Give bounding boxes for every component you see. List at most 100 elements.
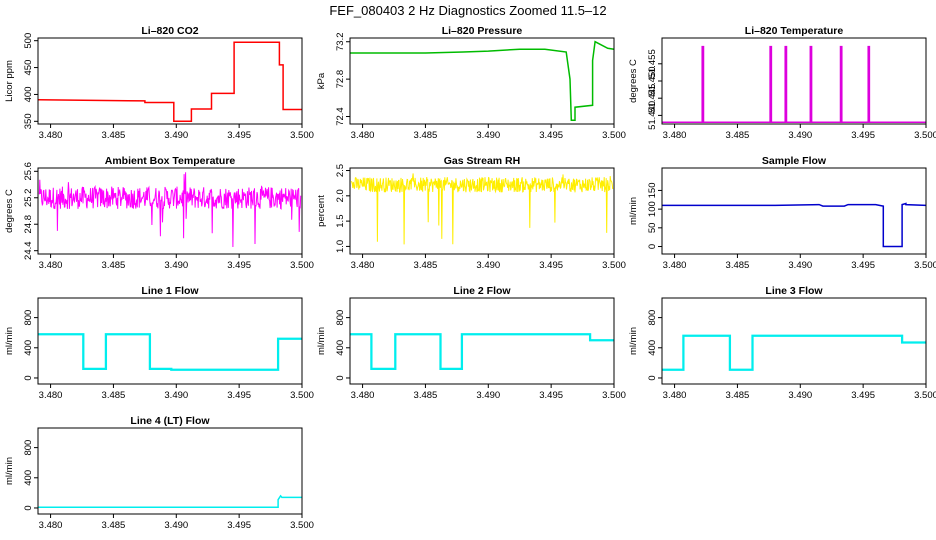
series-group [350, 333, 614, 371]
series-group [662, 334, 926, 371]
y-tick-label: 400 [647, 340, 658, 356]
y-tick-label: 50 [647, 223, 658, 234]
chart-li820-pressure: Li–820 Pressure 3.480 3.485 3.490 3.495 3.500… [316, 25, 626, 141]
x-tick-label: 3.490 [788, 130, 812, 141]
y-tick-label: 1.5 [335, 215, 346, 228]
x-tick-label: 3.480 [351, 390, 375, 401]
x-tick-label: 3.485 [102, 520, 126, 531]
x-tick-label: 3.480 [39, 520, 63, 531]
panel-title: Line 2 Flow [453, 285, 511, 297]
y-tick-label: 51.440 [647, 101, 658, 130]
x-tick-label: 3.495 [539, 260, 563, 271]
x-tick-label: 3.490 [164, 260, 188, 271]
panel-title: Li–820 CO2 [141, 25, 198, 37]
x-tick-label: 3.490 [476, 390, 500, 401]
x-tick-label: 3.500 [290, 390, 314, 401]
x-tick-label: 3.500 [914, 130, 936, 141]
series-group [38, 494, 302, 508]
x-tick-label: 3.495 [539, 390, 563, 401]
plot-frame [661, 297, 927, 385]
y-tick-label: 51.455 [647, 49, 658, 78]
series-line [662, 45, 926, 124]
x-tick-label: 3.500 [290, 260, 314, 271]
x-tick-label: 3.480 [663, 260, 687, 271]
chart-li820-temperature: Li–820 Temperature 3.480 3.485 3.490 3.495 3.… [628, 25, 936, 141]
y-tick-label: 73.2 [335, 32, 346, 51]
x-tick-label: 3.480 [351, 130, 375, 141]
x-tick-label: 3.500 [290, 520, 314, 531]
chart-line-3-flow: Line 3 Flow 3.480 3.485 3.490 3.495 3.500 0 400… [628, 285, 936, 401]
y-tick-label: 500 [23, 33, 34, 49]
x-tick-label: 3.480 [39, 130, 63, 141]
y-axis-label: ml/min [4, 327, 15, 355]
x-tick-label: 3.480 [663, 130, 687, 141]
y-axis-label: degrees C [628, 59, 639, 103]
plot-frame [349, 297, 615, 385]
x-tick-label: 3.500 [914, 260, 936, 271]
chart-line-2-flow: Line 2 Flow 3.480 3.485 3.490 3.495 3.500 0 400… [316, 285, 626, 401]
chart-line-1-flow: Line 1 Flow 3.480 3.485 3.490 3.495 3.500 0 400… [4, 285, 314, 401]
plot-frame [37, 427, 303, 515]
y-tick-label: 150 [647, 183, 658, 199]
panel-title: Line 4 (LT) Flow [130, 415, 210, 427]
x-tick-label: 3.495 [227, 390, 251, 401]
x-tick-label: 3.495 [227, 260, 251, 271]
x-tick-label: 3.500 [290, 130, 314, 141]
y-axis-label: degrees C [4, 189, 15, 233]
chart-li820-co2: Li–820 CO2 3.480 3.485 3.490 3.495 3.500 350 40… [4, 25, 314, 141]
y-axis-label: ml/min [628, 197, 639, 225]
series-line [38, 333, 302, 371]
series-group [662, 202, 927, 248]
y-tick-label: 450 [23, 60, 34, 76]
x-tick-label: 3.485 [726, 390, 750, 401]
x-tick-label: 3.490 [476, 130, 500, 141]
chart-line-4-lt-flow: Line 4 (LT) Flow 3.480 3.485 3.490 3.495 3.50… [4, 415, 314, 531]
y-tick-label: 24.4 [23, 241, 34, 260]
y-axis-label: ml/min [4, 457, 15, 485]
panel-title: Li–820 Pressure [442, 25, 523, 37]
x-tick-label: 3.495 [227, 520, 251, 531]
x-tick-label: 3.480 [663, 390, 687, 401]
x-tick-label: 3.500 [602, 390, 626, 401]
y-tick-label: 800 [23, 310, 34, 326]
chart-gas-stream-rh: Gas Stream RH 3.480 3.485 3.490 3.495 3.500 1.… [316, 155, 626, 271]
series-band [350, 333, 614, 371]
series-line [350, 40, 615, 122]
x-tick-label: 3.495 [227, 130, 251, 141]
x-tick-label: 3.485 [414, 260, 438, 271]
y-tick-label: 0 [23, 375, 34, 380]
plot-frame [37, 167, 303, 255]
figure-title: FEF_080403 2 Hz Diagnostics Zoomed 11.5–… [329, 3, 607, 18]
series-line [38, 172, 302, 248]
y-tick-label: 72.8 [335, 70, 346, 89]
series-line [662, 334, 926, 371]
y-tick-label: 0 [335, 375, 346, 380]
y-axis-label: ml/min [628, 327, 639, 355]
plot-frame [349, 37, 615, 125]
plot-frame [349, 167, 615, 255]
plot-frame [661, 167, 927, 255]
series-line [38, 494, 302, 508]
chart-ambient-box-temperature: Ambient Box Temperature 3.480 3.485 3.490 3.… [4, 155, 314, 271]
x-tick-label: 3.485 [726, 260, 750, 271]
panel-title: Li–820 Temperature [745, 25, 844, 37]
series-band [662, 334, 926, 371]
y-axis-label: Licor ppm [4, 60, 15, 102]
y-tick-label: 25.2 [23, 189, 34, 208]
x-tick-label: 3.485 [414, 390, 438, 401]
panel-title: Line 3 Flow [765, 285, 823, 297]
plot-frame [37, 37, 303, 125]
y-axis-label: percent [316, 195, 327, 227]
x-tick-label: 3.495 [851, 260, 875, 271]
x-tick-label: 3.490 [164, 390, 188, 401]
y-tick-label: 400 [335, 340, 346, 356]
series-group [38, 333, 302, 371]
x-tick-label: 3.495 [851, 130, 875, 141]
y-axis-label: kPa [316, 72, 327, 89]
x-tick-label: 3.490 [164, 130, 188, 141]
y-axis-label: ml/min [316, 327, 327, 355]
y-tick-label: 0 [647, 244, 658, 249]
y-tick-label: 25.6 [23, 162, 34, 181]
x-tick-label: 3.490 [164, 520, 188, 531]
x-tick-label: 3.500 [602, 130, 626, 141]
